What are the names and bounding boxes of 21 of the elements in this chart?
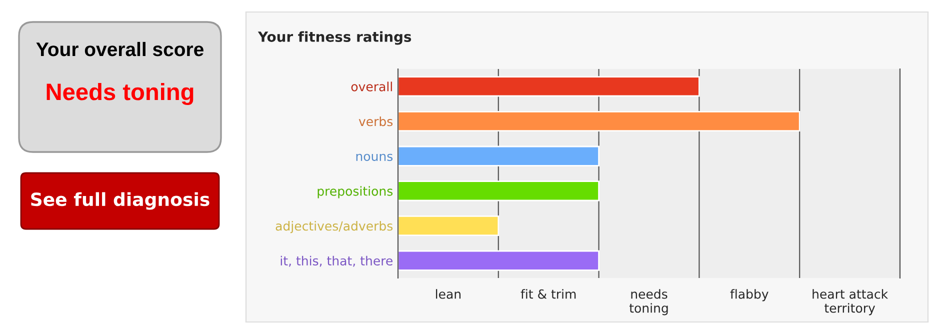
y-tick-label: it, this, that, there [280, 256, 392, 267]
bar [398, 180, 600, 202]
text: Your overall score [36, 42, 204, 56]
bar [398, 146, 600, 166]
text: needs toning [629, 289, 668, 316]
bar [398, 250, 600, 271]
text: Needs toning [46, 82, 194, 106]
bar [398, 110, 800, 132]
y-tick-label: prepositions [318, 186, 393, 198]
y-tick-label: verbs [358, 116, 393, 126]
y-tick-label: nouns [356, 154, 393, 162]
y-tick-label: adjectives/adverbs [276, 221, 393, 234]
chart-title: Your fitness ratings [258, 31, 412, 45]
bar [398, 76, 700, 97]
text: heart attack territory [812, 289, 888, 316]
text: fit & trim [520, 289, 576, 299]
text: lean [436, 289, 461, 299]
bar [398, 215, 500, 236]
y-tick-label: overall [351, 82, 392, 92]
text: flabby [730, 289, 768, 302]
text: See full diagnosis [31, 192, 210, 210]
